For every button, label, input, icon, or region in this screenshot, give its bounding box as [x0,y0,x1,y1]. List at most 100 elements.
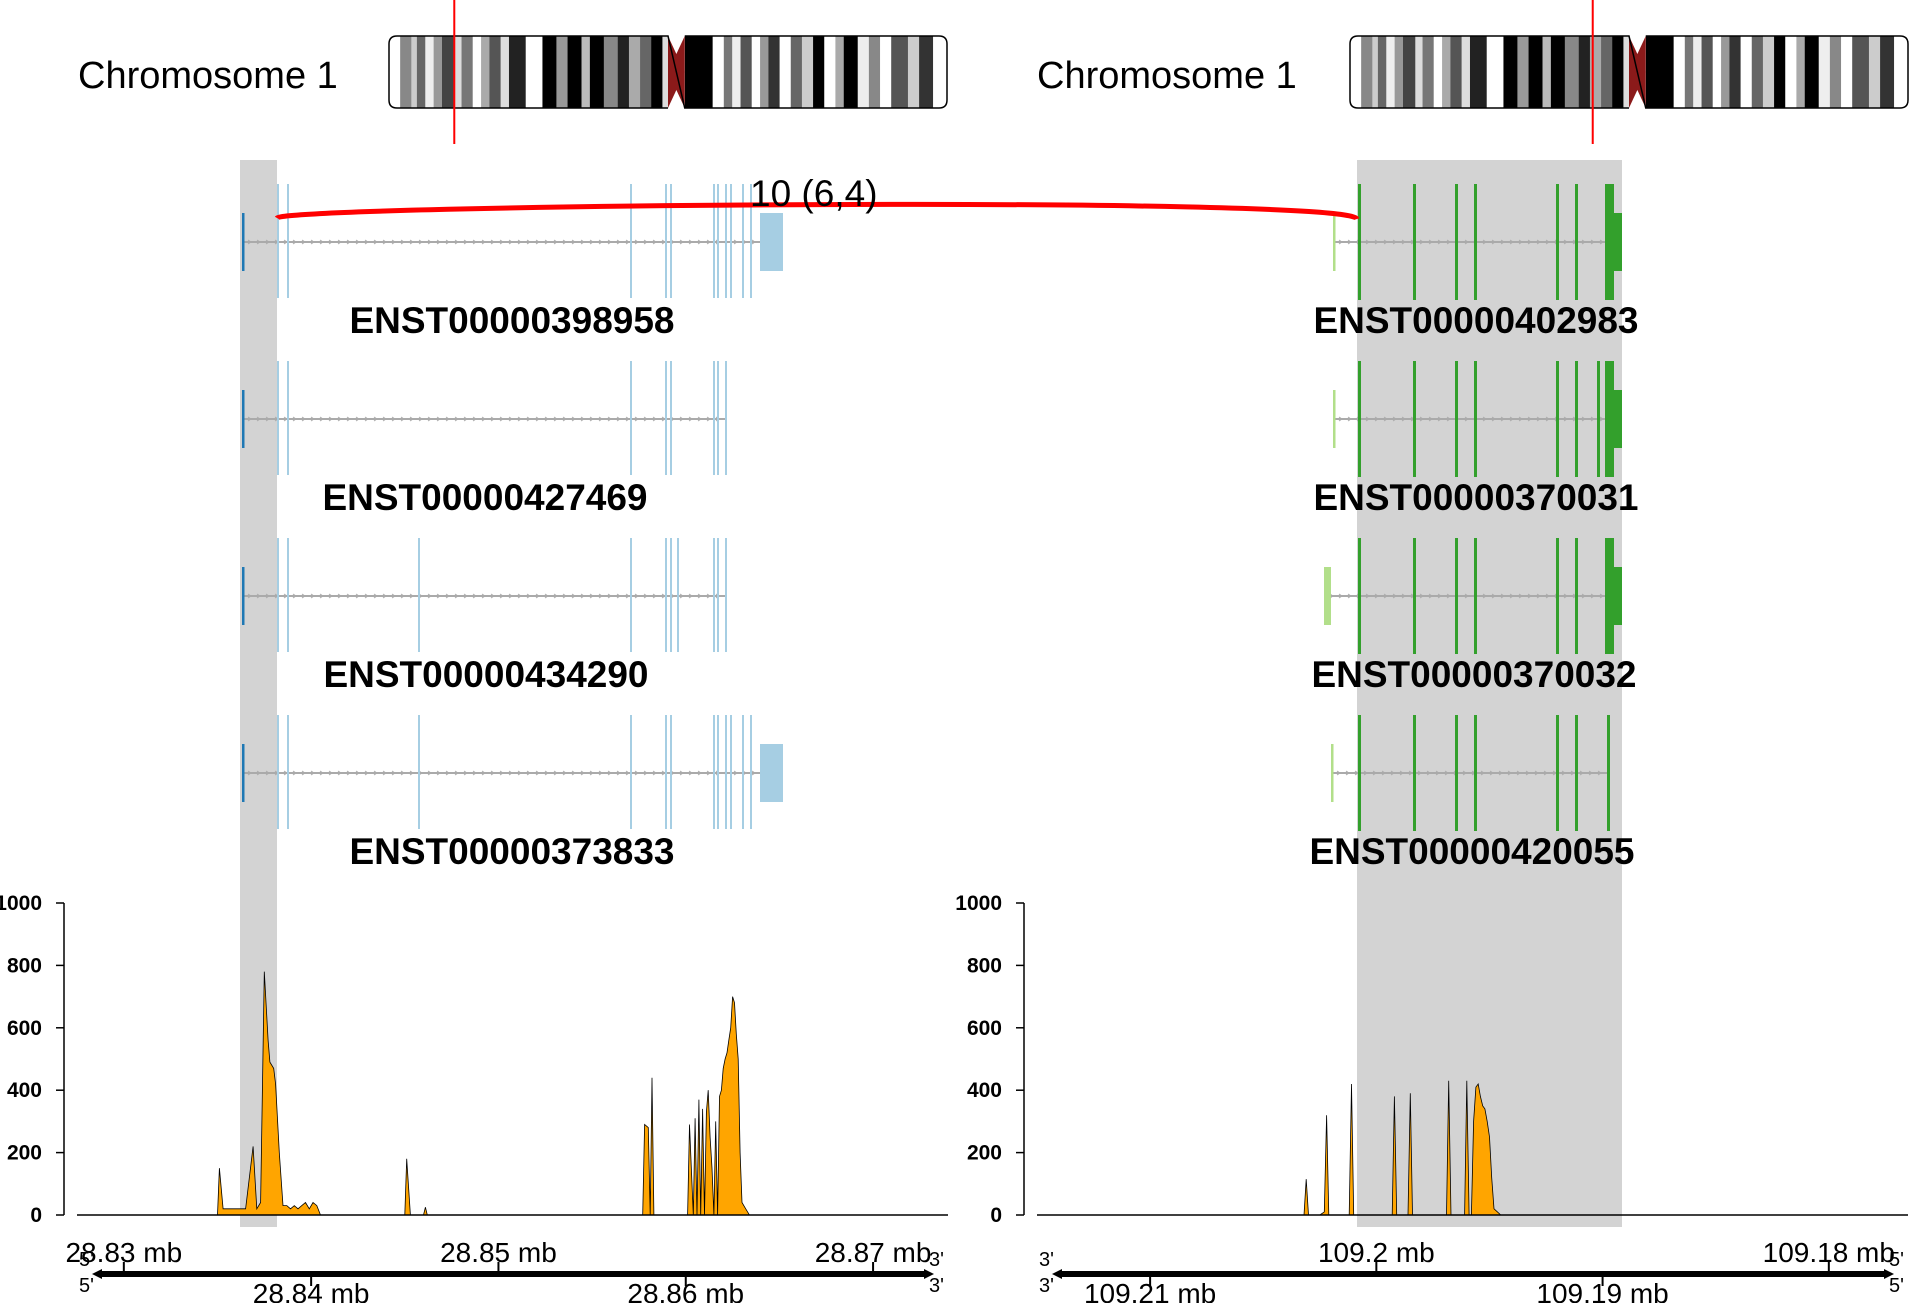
chromosome-band [1415,36,1424,108]
gene-a-exon [665,361,667,475]
chromosome-band [481,36,490,108]
gene-b-exon-utr [1614,567,1622,625]
chromosome-band [1589,36,1602,108]
gene-a-exon [287,715,289,829]
chromosome-band [567,36,583,108]
chromosome-band [489,36,502,108]
chromosome-band [525,36,543,108]
chromosome-band [617,36,630,108]
gene-a-exon [277,184,279,298]
gene-b-breakpoint-highlight [1357,160,1622,1227]
chromosome-band [1774,36,1786,108]
coverage-plot-b: 0 200 400 600 800 1000 [955,892,1908,1227]
gene-a-transcripts [242,184,783,829]
chromosome-band [389,36,401,108]
gene-a-exon [277,538,279,652]
chromosome-band [1684,36,1694,108]
gene-b-exon [1474,361,1477,477]
chromosome-band [1442,36,1451,108]
gene-b-exon [1474,538,1477,654]
gene-a-exon [742,184,744,298]
gene-b-exon-utr [1614,390,1622,448]
chromosome-band [1623,36,1630,108]
chromosome-b-ideogram [1349,0,1909,144]
coverage-plot-a: 0 200 400 600 800 1000 [0,892,948,1227]
chromosome-band [1469,36,1488,108]
chromosome-band [751,36,761,108]
chromosome-band [581,36,591,108]
gene-a-exon [665,715,667,829]
gene-b-exon [1556,184,1559,300]
gene-a-exon [725,715,727,829]
chromosome-band [1578,36,1591,108]
y-tick-label: 0 [990,1204,1002,1227]
chromosome-band [843,36,859,108]
chromosome-band [1721,36,1730,108]
y-tick-label: 600 [7,1017,42,1040]
chromosome-band [1528,36,1544,108]
chromosome-band [1394,36,1404,108]
chromosome-band [1350,36,1362,108]
chromosome-band [857,36,870,108]
y-tick-label: 800 [967,954,1002,977]
chromosome-band [1377,36,1387,108]
y-tick-label: 200 [967,1142,1002,1165]
chromosome-band [1550,36,1566,108]
chromosome-band [1645,36,1675,108]
transcript-b1-label: ENST00000402983 [1313,300,1638,341]
chromosome-band [556,36,569,108]
gene-b-exon-wide [1605,361,1614,477]
gene-a-exon [725,538,727,652]
gene-a-exon [742,715,744,829]
gene-a-exon-utr [760,213,783,271]
gene-b-exon [1455,715,1458,831]
gene-b-exon-utr [1614,213,1622,271]
chromosome-band [760,36,769,108]
genome-axis-a-bottom-tick-label: 28.84 mb [253,1278,370,1303]
intron-direction-arrows [247,416,720,422]
gene-b-exon [1455,184,1458,300]
chromosome-band [589,36,605,108]
gene-b-exon [1413,184,1416,300]
chromosome-band [684,36,714,108]
chromosome-band [740,36,753,108]
gene-b-exon [1358,538,1361,654]
genome-axis-a-top-tick-label: 28.83 mb [65,1237,182,1268]
gene-a-exon [670,715,672,829]
gene-b-exon [1575,184,1578,300]
gene-a-exon [713,361,715,475]
y-tick-label: 0 [30,1204,42,1227]
genome-axis-a-ticks: 28.83 mb 28.85 mb 28.87 mb 28.84 mb 28.86 mb [65,1237,931,1303]
gene-b-exon-first [1324,567,1331,625]
gene-a-exon-first [242,744,245,802]
gene-b-exon [1556,715,1559,831]
genome-axis-b-bottom-right-end: 5' [1889,1275,1904,1297]
chromosome-band [824,36,836,108]
y-tick-label: 400 [967,1079,1002,1102]
chromosome-band [790,36,803,108]
gene-a-exon [287,184,289,298]
chromosome-band [723,36,733,108]
chromosome-band [1372,36,1379,108]
gene-a-exon-first [242,390,245,448]
chromosome-band [508,36,527,108]
chromosome-band [1601,36,1613,108]
genome-axis-a-bottom-tick-label: 28.86 mb [627,1278,744,1303]
chromosome-band [662,36,669,108]
y-tick-label: 1000 [0,892,42,915]
ideogram-a: Chromosome 1 [78,0,948,144]
chromosome-band [603,36,619,108]
chromosome-band [801,36,814,108]
chromosome-band [1762,36,1775,108]
gene-b-exon [1358,361,1361,477]
gene-a-exon-first [242,567,245,625]
chromosome-band [425,36,435,108]
chromosome-band [1386,36,1396,108]
genome-axis-a-bottom-left-end: 5' [79,1275,94,1297]
chromosome-a-label: Chromosome 1 [78,55,338,97]
y-tick-label: 400 [7,1079,42,1102]
gene-b-exon [1413,361,1416,477]
chromosome-band [640,36,652,108]
chromosome-a-ideogram [388,0,948,144]
gene-a-exon [665,184,667,298]
